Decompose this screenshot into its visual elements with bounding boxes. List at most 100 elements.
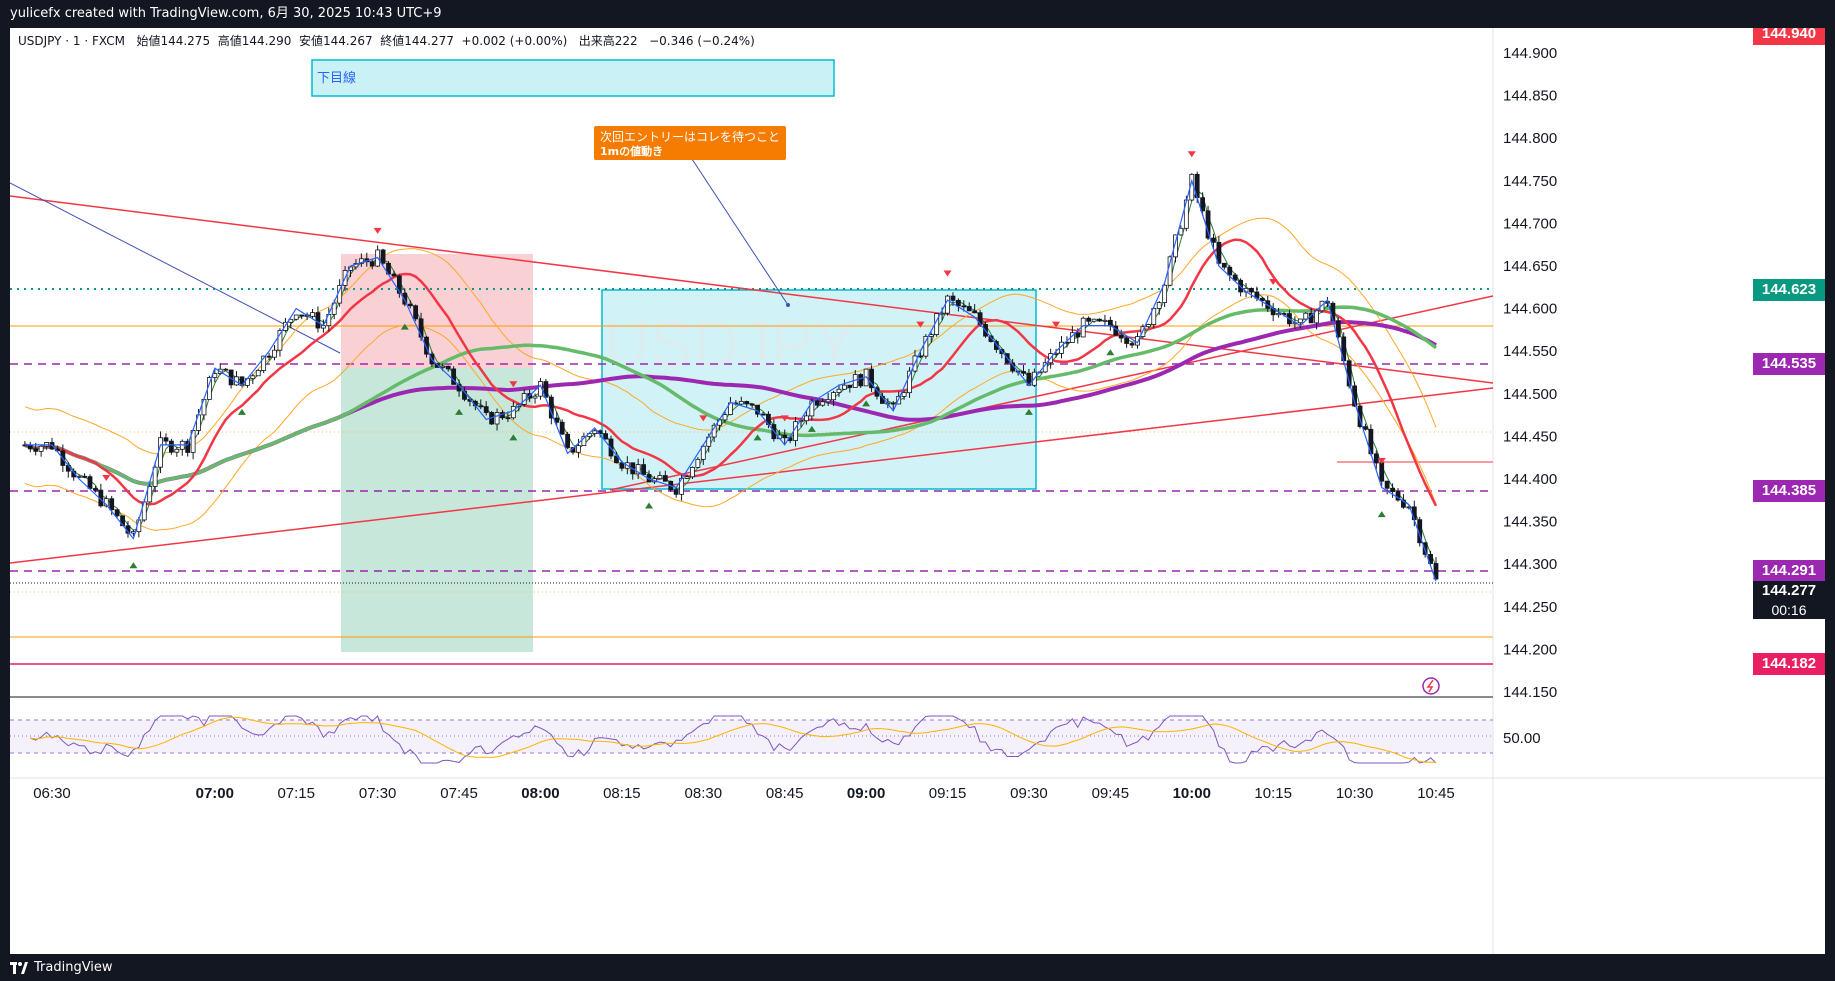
risk-zone-box[interactable] — [341, 254, 533, 368]
candle-body — [212, 373, 218, 378]
top-note-text: 下目線 — [317, 70, 356, 86]
y-tick-label: 144.650 — [1503, 258, 1557, 275]
rsi-level-label: 50.00 — [1503, 730, 1541, 747]
pivot-low-marker — [237, 408, 246, 415]
candle-body — [174, 448, 180, 453]
candle-body — [700, 445, 706, 460]
candle-body — [945, 295, 950, 314]
candle-body — [673, 489, 679, 495]
candle-body — [858, 374, 864, 387]
candle-body — [1156, 302, 1162, 309]
candle-body — [158, 437, 163, 468]
candle-body — [369, 261, 375, 267]
pivot-high-marker — [373, 227, 382, 234]
candle-body — [358, 258, 364, 264]
pivot-low-marker — [129, 562, 138, 569]
candle-body — [147, 486, 153, 503]
x-tick-label: 08:15 — [603, 785, 641, 802]
candle-body — [293, 314, 299, 320]
candle-body — [641, 464, 646, 475]
candle-body — [635, 464, 641, 475]
candle-body — [814, 400, 820, 406]
x-tick-label: 10:45 — [1417, 785, 1455, 802]
trendline-up-2[interactable] — [609, 295, 1494, 491]
pivot-low-marker — [753, 434, 762, 441]
x-tick-label: 10:00 — [1173, 785, 1211, 802]
candle-body — [988, 335, 994, 342]
legend-open: 始値144.275 — [136, 34, 211, 48]
pivot-low-marker — [509, 434, 518, 441]
candle-body — [266, 355, 272, 358]
reward-zone-box[interactable] — [341, 368, 533, 652]
candle-body — [1211, 237, 1216, 243]
candle-body — [315, 312, 321, 329]
candle-body — [483, 406, 489, 413]
tradingview-logo[interactable]: TradingView — [10, 954, 113, 981]
candle-body — [272, 349, 277, 358]
candle-body — [87, 476, 93, 489]
candle-body — [1178, 227, 1184, 236]
price-label-144385[interactable]: 144.385 — [1753, 480, 1825, 502]
y-tick-label: 144.250 — [1503, 599, 1557, 616]
candle-body — [38, 445, 44, 452]
candle-body — [690, 467, 695, 478]
pivot-high-marker — [943, 270, 952, 277]
candle-body — [1118, 334, 1124, 339]
y-tick-label: 144.400 — [1503, 471, 1557, 488]
y-tick-label: 144.300 — [1503, 556, 1557, 573]
trendline-down[interactable] — [10, 195, 1494, 384]
legend-volume: 出来高222 — [578, 34, 638, 48]
candle-body — [928, 334, 934, 337]
pivot-high-marker — [1377, 457, 1386, 464]
candle-body — [744, 401, 750, 405]
symbol-legend[interactable]: USDJPY · 1 · FXCM 始値144.275 高値144.290 安値… — [18, 32, 755, 49]
ema-green-line — [24, 305, 1438, 486]
candle-body — [109, 498, 115, 511]
candle-body — [1021, 371, 1026, 374]
candle-body — [603, 433, 608, 440]
candle-body — [1276, 313, 1282, 316]
candle-body — [1102, 319, 1108, 322]
candle-body — [1357, 405, 1363, 428]
candle-body — [1086, 317, 1092, 322]
x-tick-label: 10:30 — [1336, 785, 1374, 802]
price-label-144291[interactable]: 144.291 — [1753, 560, 1825, 582]
price-label-high[interactable]: 144.940 — [1753, 28, 1825, 45]
alert-icon[interactable] — [1422, 677, 1440, 695]
callout-box[interactable] — [594, 126, 786, 160]
candle-body — [1216, 241, 1222, 264]
chart-pane[interactable]: 下目線 USDJPY — [10, 28, 1825, 954]
price-label-current[interactable]: 144.277 — [1753, 581, 1825, 601]
trendline-up-1[interactable] — [10, 387, 1494, 564]
candle-body — [1091, 318, 1097, 322]
candle-body — [299, 314, 305, 317]
candle-body — [413, 305, 419, 320]
zigzag — [24, 178, 1437, 582]
candle-body — [782, 434, 788, 439]
candle-body — [820, 401, 826, 406]
candle-body — [396, 275, 402, 294]
price-label-low[interactable]: 144.182 — [1753, 653, 1825, 675]
price-chart-svg[interactable]: 下目線 USDJPY — [10, 28, 1825, 954]
candle-body — [391, 273, 397, 277]
candle-body — [261, 355, 267, 371]
x-tick-label: 09:00 — [847, 785, 885, 802]
legend-symbol[interactable]: USDJPY · 1 · FXCM — [18, 34, 125, 48]
zigzag-line — [24, 178, 1437, 582]
y-tick-label: 144.700 — [1503, 215, 1557, 232]
candle-body — [1373, 453, 1379, 464]
legend-close: 終値144.277 — [380, 34, 454, 48]
top-note-box[interactable] — [311, 59, 835, 97]
candle-body — [869, 368, 874, 389]
pivot-high-marker — [1052, 321, 1061, 328]
candle-body — [738, 401, 744, 405]
price-label-144535[interactable]: 144.535 — [1753, 353, 1825, 375]
candle-body — [1145, 324, 1151, 328]
price-label-144623[interactable]: 144.623 — [1753, 279, 1825, 301]
candle-body — [185, 440, 191, 453]
candle-body — [1363, 426, 1368, 430]
candle-body — [1314, 310, 1319, 324]
callout-text-1: 次回エントリーはコレを待つこと — [600, 130, 780, 144]
candle-body — [1433, 563, 1439, 580]
y-tick-label: 144.350 — [1503, 514, 1557, 531]
